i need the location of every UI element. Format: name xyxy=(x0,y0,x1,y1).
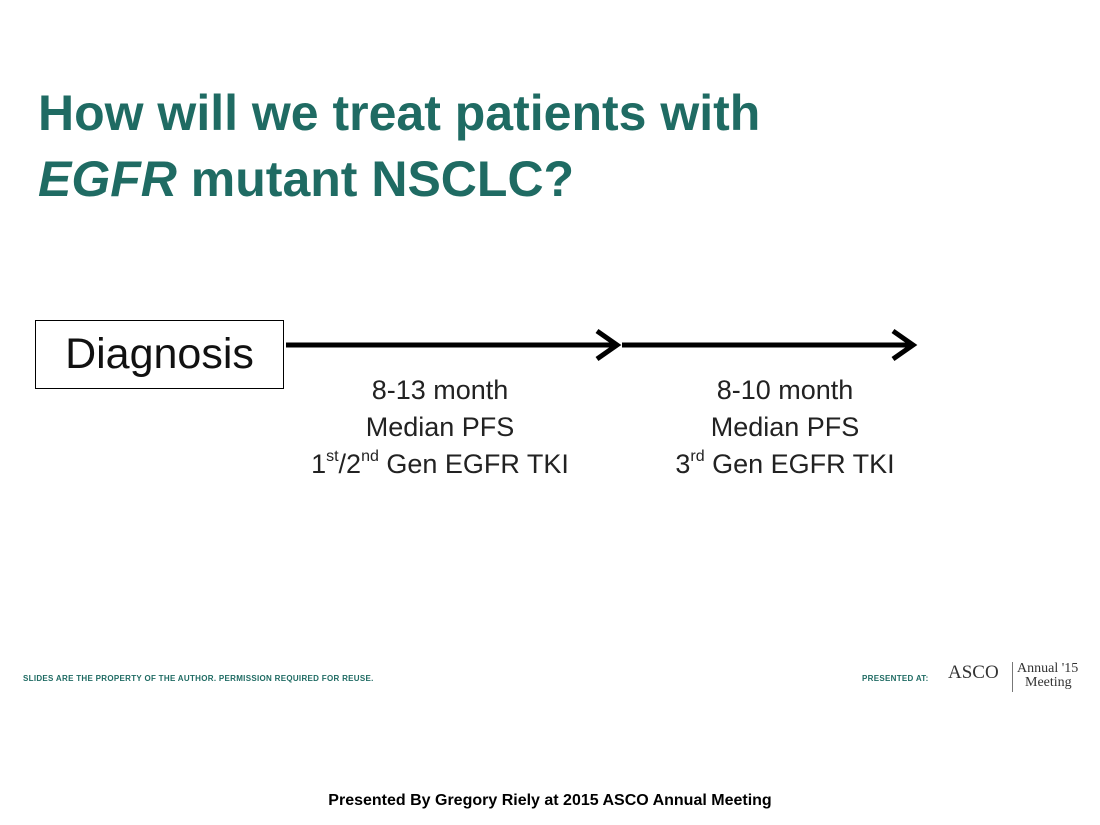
asco-wordmark: ASCO xyxy=(948,662,999,683)
stage-2-duration: 8-10 month xyxy=(716,375,854,405)
stage-1-label: 8-13 month Median PFS 1st/2nd Gen EGFR T… xyxy=(270,372,610,483)
meeting-word: Meeting xyxy=(1025,675,1072,690)
stage-2-metric: Median PFS xyxy=(710,412,860,442)
slide-title: How will we treat patients with EGFR mut… xyxy=(38,80,938,212)
asco-logo: ASCO xyxy=(948,662,999,684)
presented-at-label: PRESENTED AT: xyxy=(862,674,929,683)
logo-divider xyxy=(1012,662,1013,692)
stage-2-therapy: 3rd Gen EGFR TKI xyxy=(615,446,955,483)
stage-1-therapy: 1st/2nd Gen EGFR TKI xyxy=(270,446,610,483)
arrow-1-head xyxy=(595,328,622,362)
presenter-footer: Presented By Gregory Riely at 2015 ASCO … xyxy=(328,792,772,809)
stage-1-sep: /2 xyxy=(338,449,362,479)
stage-1-duration: 8-13 month xyxy=(371,375,509,405)
stage-1-sup2: nd xyxy=(361,448,379,465)
title-line-2: mutant NSCLC? xyxy=(176,151,575,207)
stage-1-metric: Median PFS xyxy=(365,412,515,442)
stage-2-therapy-rest: Gen EGFR TKI xyxy=(704,449,895,479)
title-egfr: EGFR xyxy=(38,151,177,207)
stage-1-therapy-rest: Gen EGFR TKI xyxy=(378,449,569,479)
stage-1-ord: 1 xyxy=(311,449,327,479)
diagnosis-box: Diagnosis xyxy=(35,320,284,389)
title-line-1: How will we treat patients with xyxy=(38,85,761,141)
diagnosis-label: Diagnosis xyxy=(65,330,254,378)
rights-notice: SLIDES ARE THE PROPERTY OF THE AUTHOR. P… xyxy=(23,674,374,683)
annual-word: Annual xyxy=(1017,661,1059,676)
stage-1-sup1: st xyxy=(326,448,339,465)
arrow-2-head xyxy=(891,328,918,362)
stage-2-sup1: rd xyxy=(690,448,705,465)
stage-2-label: 8-10 month Median PFS 3rd Gen EGFR TKI xyxy=(615,372,955,483)
annual-meeting-mark: Annual '15 Meeting xyxy=(1017,662,1078,690)
stage-2-ord: 3 xyxy=(675,449,691,479)
year-mark: '15 xyxy=(1061,661,1079,676)
